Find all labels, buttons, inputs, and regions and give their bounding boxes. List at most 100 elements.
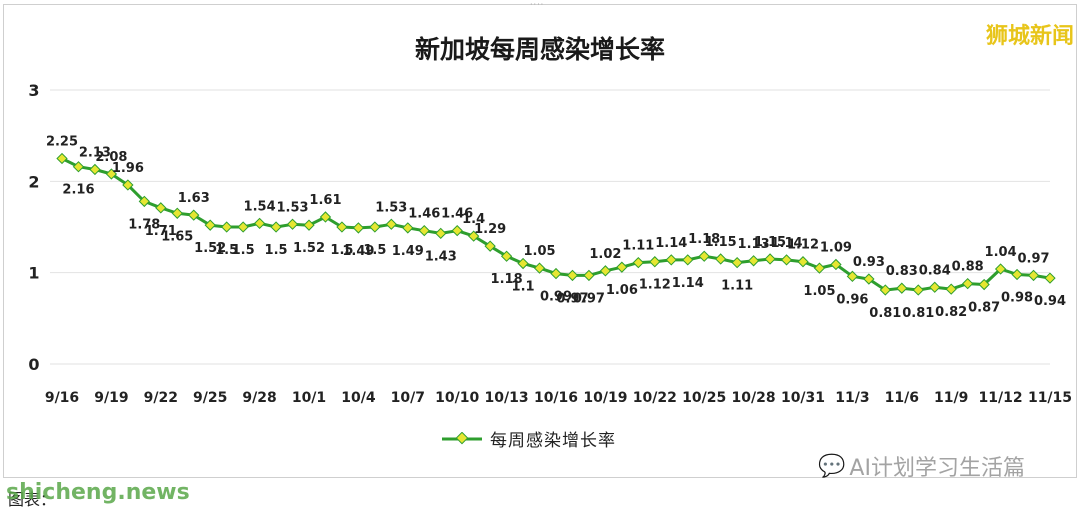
data-point [171, 207, 183, 219]
data-label: 1.96 [112, 161, 144, 176]
resize-handle-icon[interactable]: ···· [530, 0, 545, 9]
data-label: 1.5 [330, 243, 353, 258]
data-point [879, 284, 891, 296]
data-point [56, 152, 68, 165]
data-label: 1.5 [232, 243, 255, 258]
source-label: 图表： [8, 490, 57, 509]
data-label: 1.63 [178, 191, 210, 206]
legend-label: 每周感染增长率 [490, 431, 616, 451]
data-label: 0.97 [1017, 251, 1049, 266]
data-point [698, 250, 710, 262]
data-point [72, 161, 85, 173]
x-tick-label: 9/16 [45, 390, 79, 406]
data-label: 1.49 [342, 244, 374, 259]
data-point [566, 269, 579, 282]
data-point [418, 224, 430, 237]
data-label: 1.5 [363, 243, 386, 258]
data-label: 1.4 [462, 212, 485, 227]
data-label: 0.81 [902, 306, 934, 321]
chart-frame [3, 4, 1077, 478]
data-point [994, 263, 1007, 275]
data-point [550, 267, 562, 280]
data-label: 1.14 [655, 236, 687, 251]
data-label: 1.46 [408, 207, 440, 222]
data-label: 1.09 [820, 240, 852, 255]
data-point [863, 273, 875, 285]
data-label: 1.78 [128, 217, 160, 232]
data-label: 1.61 [309, 193, 341, 208]
x-tick-label: 10/22 [633, 390, 677, 406]
x-tick-label: 10/25 [682, 390, 726, 406]
data-point [945, 283, 957, 295]
data-point [533, 262, 546, 274]
data-label: 1.53 [375, 200, 407, 215]
data-point [336, 221, 348, 233]
data-label: 0.84 [919, 263, 951, 278]
data-point [896, 282, 908, 294]
x-tick-label: 10/31 [781, 390, 825, 406]
data-point [830, 258, 842, 271]
data-point [270, 221, 282, 233]
data-label: 1.43 [425, 249, 457, 264]
data-point [122, 179, 134, 191]
data-label: 1.49 [392, 244, 424, 259]
data-point [929, 281, 941, 293]
x-tick-label: 11/15 [1028, 390, 1072, 406]
data-label: 0.83 [886, 264, 918, 279]
data-point [813, 262, 826, 274]
data-point [682, 254, 694, 266]
x-tick-label: 11/12 [979, 390, 1023, 406]
account-watermark-text: AI计划学习生活篇 [849, 456, 1025, 481]
data-label: 2.25 [46, 135, 78, 150]
data-label: 1.52 [194, 241, 226, 256]
data-label: 2.16 [62, 183, 94, 198]
data-label: 1.14 [770, 236, 802, 251]
data-point [352, 222, 365, 234]
data-label: 1.65 [161, 229, 193, 244]
data-point [237, 221, 249, 233]
x-tick-label: 10/7 [391, 390, 425, 406]
data-point [105, 168, 118, 180]
data-label: 0.88 [952, 260, 984, 275]
data-point [385, 218, 397, 230]
x-tick-label: 10/13 [485, 390, 529, 406]
data-point [583, 269, 595, 282]
data-point [846, 270, 859, 282]
data-label: 0.81 [869, 306, 901, 321]
data-label: 0.94 [1034, 294, 1066, 309]
data-point [978, 278, 990, 291]
data-label: 1.5 [265, 243, 288, 258]
y-tick-label: 1 [28, 264, 39, 283]
x-tick-label: 10/4 [341, 390, 376, 406]
data-point [632, 256, 644, 269]
data-label: 1.05 [523, 244, 555, 259]
account-watermark: 💬 AI计划学习生活篇 [818, 450, 1025, 482]
x-tick-label: 10/1 [292, 390, 326, 406]
data-point [517, 257, 529, 270]
y-tick-label: 3 [28, 81, 39, 100]
data-label: 1.18 [688, 232, 720, 247]
data-label: 1.5 [215, 243, 238, 258]
data-label: 1.02 [589, 247, 621, 262]
data-point [912, 284, 924, 296]
data-label: 1.05 [803, 284, 835, 299]
data-point [369, 221, 381, 233]
data-label: 1.04 [985, 245, 1017, 260]
data-point [402, 222, 414, 234]
data-label: 2.08 [95, 150, 127, 165]
data-label: 1.11 [721, 279, 753, 294]
data-label: 0.99 [540, 290, 572, 305]
x-tick-label: 11/6 [885, 390, 919, 406]
x-tick-label: 10/16 [534, 390, 578, 406]
data-point [435, 227, 447, 240]
brand-stamp: 狮城新闻 [985, 24, 1074, 49]
data-label: 1.29 [474, 222, 506, 237]
data-point [599, 265, 612, 277]
data-label: 1.13 [738, 237, 770, 252]
data-label: 1.18 [491, 272, 523, 287]
data-label: 1.14 [672, 276, 704, 291]
data-point [731, 256, 743, 269]
data-point [616, 261, 628, 273]
data-point [451, 224, 463, 237]
